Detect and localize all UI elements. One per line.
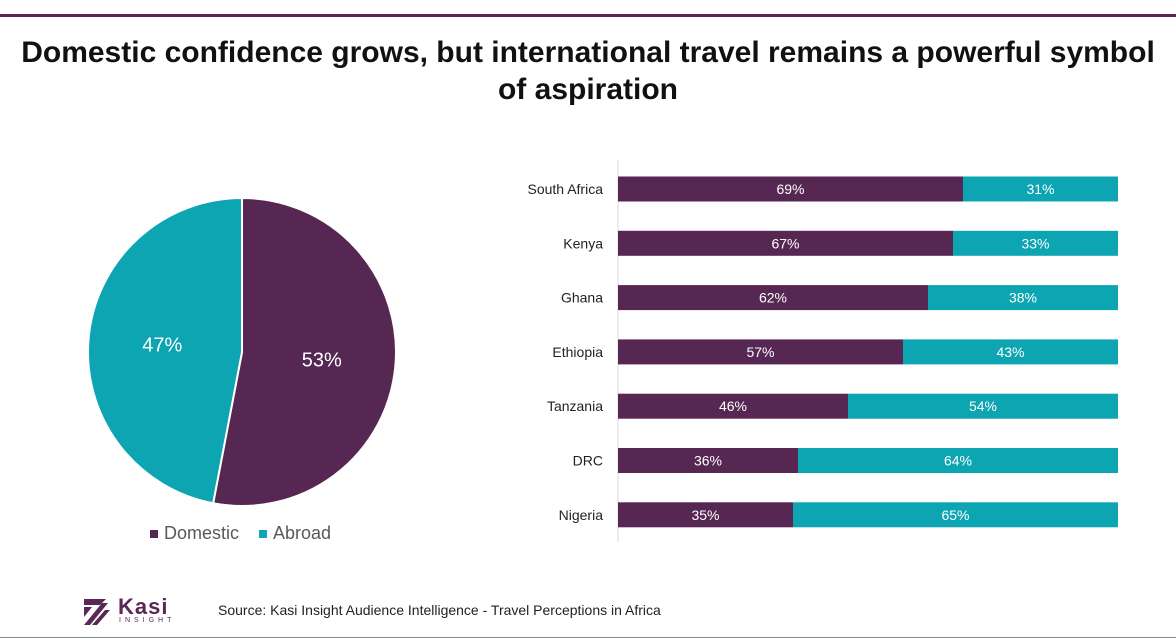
legend-swatch-abroad	[259, 529, 268, 538]
legend-label-domestic: Domestic	[164, 523, 240, 543]
bar-label-abroad-drc: 64%	[944, 453, 972, 469]
category-label-tanzania: Tanzania	[547, 398, 603, 414]
bar-domestic-ethiopia	[618, 339, 903, 365]
pie-slice-abroad	[87, 196, 243, 505]
bar-domestic-nigeria	[618, 502, 793, 528]
bar-label-domestic-kenya: 67%	[771, 235, 799, 251]
kasi-logo: Kasi INSIGHT	[80, 594, 200, 631]
bar-label-abroad-tanzania: 54%	[969, 398, 997, 414]
category-label-nigeria: Nigeria	[559, 507, 604, 523]
category-label-drc: DRC	[573, 453, 603, 469]
category-label-kenya: Kenya	[563, 235, 603, 251]
bar-label-abroad-kenya: 33%	[1021, 235, 1049, 251]
pie-label-abroad: 47%	[142, 334, 182, 356]
page-title: Domestic confidence grows, but internati…	[21, 36, 1155, 106]
stacked-bar-chart: South Africa 69% 31% Kenya 67% 33% Ghana 62% 38%…	[528, 160, 1118, 542]
bar-domestic-ghana	[618, 285, 928, 311]
top-rule	[0, 14, 1176, 17]
bar-label-domestic-nigeria: 35%	[691, 507, 719, 523]
bar-abroad-ethiopia	[903, 339, 1118, 365]
kasi-logo-tagline: INSIGHT	[119, 617, 176, 624]
category-label-ethiopia: Ethiopia	[552, 344, 603, 360]
bar-abroad-nigeria	[793, 502, 1118, 528]
bar-label-domestic-ghana: 62%	[759, 290, 787, 306]
bar-label-domestic-tanzania: 46%	[719, 398, 747, 414]
bar-label-abroad-nigeria: 65%	[941, 507, 969, 523]
bar-label-domestic-south-africa: 69%	[776, 181, 804, 197]
bar-abroad-ghana	[928, 285, 1118, 311]
legend-swatch-domestic	[150, 529, 158, 538]
kasi-logo-mark-icon	[84, 599, 110, 625]
bar-label-abroad-south-africa: 31%	[1026, 181, 1054, 197]
legend-item-domestic: Domestic	[150, 523, 239, 544]
pie-slice-domestic	[211, 196, 397, 507]
bar-abroad-tanzania	[848, 393, 1118, 419]
pie-label-domestic: 53%	[302, 350, 342, 372]
pie-legend: Domestic Abroad	[150, 523, 331, 544]
bottom-rule	[0, 637, 1176, 638]
bar-domestic-south-africa	[618, 176, 963, 202]
bar-abroad-kenya	[953, 230, 1118, 256]
bar-domestic-drc	[618, 448, 798, 473]
bar-domestic-kenya	[618, 230, 953, 256]
kasi-logo-text: Kasi	[118, 594, 169, 619]
bar-abroad-drc	[798, 448, 1118, 473]
bar-label-domestic-drc: 36%	[694, 453, 722, 469]
source-note: Source: Kasi Insight Audience Intelligen…	[218, 602, 661, 618]
bar-label-domestic-ethiopia: 57%	[746, 344, 774, 360]
bar-domestic-tanzania	[618, 393, 848, 419]
legend-item-abroad: Abroad	[259, 523, 331, 544]
legend-label-abroad: Abroad	[273, 523, 332, 543]
bar-label-abroad-ethiopia: 43%	[996, 344, 1024, 360]
bar-label-abroad-ghana: 38%	[1009, 290, 1037, 306]
category-label-south-africa: South Africa	[528, 181, 604, 197]
bar-abroad-south-africa	[963, 176, 1118, 202]
category-label-ghana: Ghana	[561, 290, 603, 306]
pie-chart: 53% 47%	[87, 196, 397, 507]
